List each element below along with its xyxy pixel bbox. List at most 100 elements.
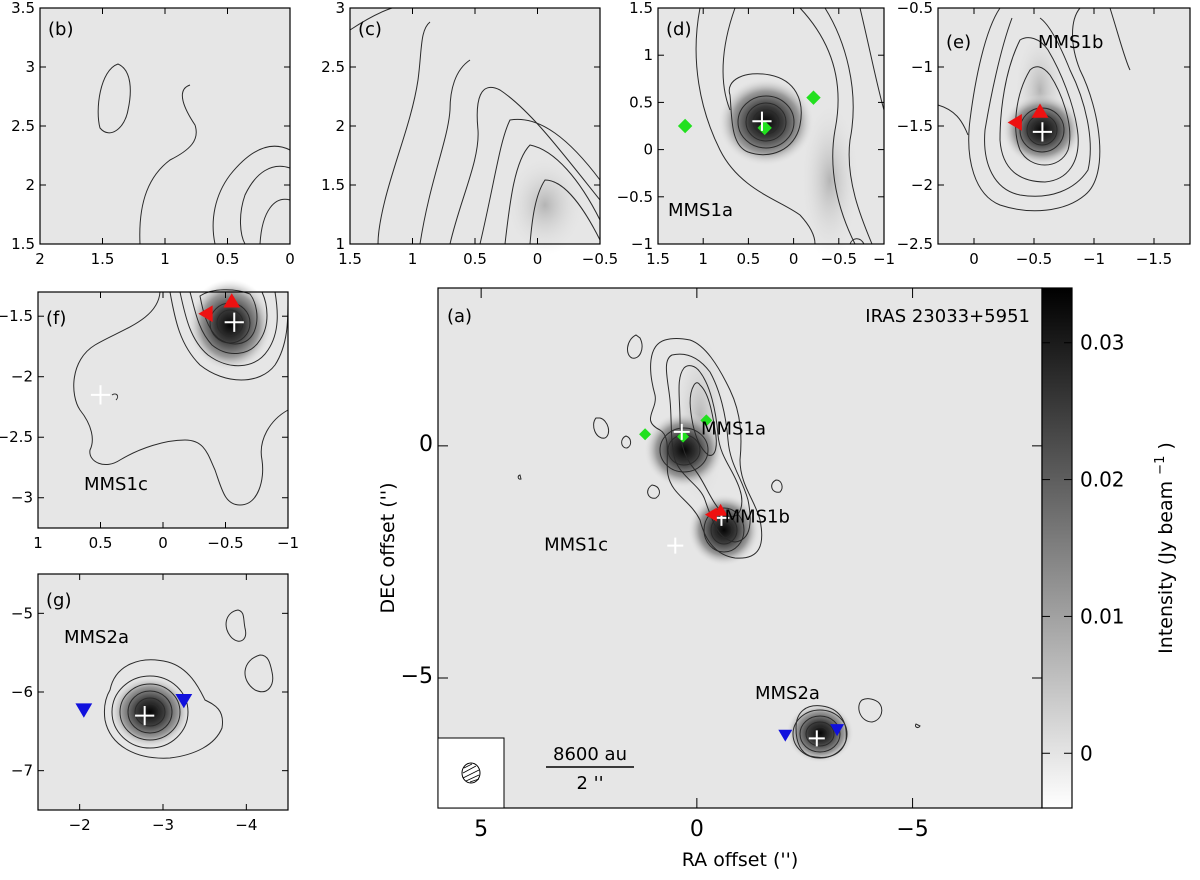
panel-e-source-label: MMS1b bbox=[1038, 32, 1103, 53]
panel-d-cross-0 bbox=[752, 111, 772, 131]
panel-c-ytick-label-0: 3 bbox=[335, 0, 345, 17]
colorbar-tick-label-3: 0 bbox=[1080, 741, 1093, 765]
panel-g-ytick-label-2: −7 bbox=[11, 762, 33, 780]
panel-a-cross-0 bbox=[673, 423, 690, 440]
panel-a-label-mms1c: MMS1c bbox=[544, 534, 608, 555]
panel-e-tag: (e) bbox=[946, 32, 971, 53]
panel-a-ytick-label-1: −5 bbox=[401, 664, 433, 689]
panel-e-triangle-1 bbox=[1031, 103, 1049, 118]
panel-c-contours bbox=[349, 7, 601, 245]
panel-c-tag: (c) bbox=[358, 19, 382, 40]
panel-d-ticks: 1.5 1 0.5 0 −0.5 −11.510.50−0.5−1 bbox=[617, 0, 896, 268]
panel-e-xtick-label-0: 0 bbox=[969, 250, 979, 268]
panel-a-xtick-label-0: 5 bbox=[474, 817, 488, 842]
panel-d-xtick-label-1: 1 bbox=[698, 250, 708, 268]
panel-a-markers bbox=[639, 414, 845, 747]
panel-d-diamond-2 bbox=[806, 90, 821, 105]
panel-g-triangle-1 bbox=[175, 693, 193, 709]
panel-g: −2 −3 −4 −5 −6 −7 (g) MMS2a bbox=[11, 573, 289, 834]
panel-f-triangle-0 bbox=[198, 305, 213, 323]
colorbar-title-exponent: −1 bbox=[1153, 456, 1168, 475]
panel-b-ytick-label-0: 3.5 bbox=[11, 0, 35, 17]
colorbar-title-text: Intensity (Jy beam bbox=[1155, 481, 1177, 654]
panel-d-ytick-label-1: 1 bbox=[643, 46, 653, 64]
panel-e-ytick-label-1: −1 bbox=[911, 58, 933, 76]
panel-c-ytick-label-1: 2.5 bbox=[321, 58, 345, 76]
panel-f-tag: (f) bbox=[46, 308, 66, 329]
panel-g-xtick-label-2: −4 bbox=[235, 816, 257, 834]
panel-a-source-labels: MMS1a MMS1b MMS1c MMS2a bbox=[544, 418, 820, 704]
panel-a-ytick-label-0: 0 bbox=[419, 432, 433, 457]
panel-e-ytick-label-4: −2.5 bbox=[897, 235, 933, 253]
panel-b: 2 1.5 1 0.5 03.532.521.5 (b) bbox=[11, 0, 295, 268]
panel-e-xtick-label-3: −1.5 bbox=[1136, 250, 1172, 268]
colorbar-tick-label-0: 0.03 bbox=[1080, 331, 1125, 355]
panel-c-ticks: 1.5 1 0.5 0 −0.532.521.51 bbox=[321, 0, 618, 268]
panel-c-xtick-label-4: −0.5 bbox=[582, 250, 618, 268]
panel-b-ytick-label-2: 2.5 bbox=[11, 117, 35, 135]
colorbar: 0.03 0.02 0.01 0 Intensity (Jy beam −1 ) bbox=[1041, 287, 1177, 809]
panel-a-label-mms1a: MMS1a bbox=[701, 418, 766, 439]
panel-d-tag: (d) bbox=[666, 19, 691, 40]
panel-b-xtick-label-4: 0 bbox=[285, 250, 295, 268]
panel-d-ytick-label-2: 0.5 bbox=[629, 93, 653, 111]
colorbar-tick-label-2: 0.01 bbox=[1080, 604, 1125, 628]
panel-e-xtick-label-2: −1 bbox=[1083, 250, 1105, 268]
panel-f-xtick-label-0: 1 bbox=[33, 534, 43, 552]
panel-e-markers bbox=[1007, 103, 1052, 142]
panel-g-contours bbox=[104, 609, 274, 759]
panel-g-markers bbox=[75, 693, 193, 726]
panel-f-xtick-label-3: −0.5 bbox=[207, 534, 243, 552]
panel-e-ytick-label-3: −2 bbox=[911, 176, 933, 194]
panel-f-ticks: 1 0.5 0 −0.5 −1 −1.5 −2 −2.5 −3 bbox=[0, 292, 299, 552]
panel-d-source-label: MMS1a bbox=[668, 200, 733, 221]
panel-e-ticks: 0 −0.5 −1 −1.5 −0.5 −1 −1.5 −2 −2.5 bbox=[897, 0, 1190, 268]
x-axis-title: RA offset ('') bbox=[682, 849, 799, 871]
panel-f-source-label: MMS1c bbox=[84, 474, 148, 495]
panel-f-xtick-label-4: −1 bbox=[277, 534, 299, 552]
panel-g-triangle-0 bbox=[75, 703, 93, 718]
panel-c-xtick-label-1: 1 bbox=[408, 250, 418, 268]
panel-d-xtick-label-3: 0 bbox=[789, 250, 799, 268]
panel-d-contours bbox=[695, 7, 885, 245]
panel-g-cross-0 bbox=[135, 706, 155, 726]
panel-g-xtick-label-0: −2 bbox=[69, 816, 91, 834]
panel-e-cross-0 bbox=[1032, 122, 1052, 142]
panel-b-xtick-label-0: 2 bbox=[35, 250, 45, 268]
panel-b-map bbox=[40, 8, 290, 244]
panel-b-tag: (b) bbox=[48, 19, 73, 40]
panel-g-tag: (g) bbox=[46, 590, 71, 611]
panel-b-ytick-label-4: 1.5 bbox=[11, 235, 35, 253]
panel-a-label-mms2a: MMS2a bbox=[755, 683, 820, 704]
panel-g-ticks: −2 −3 −4 −5 −6 −7 bbox=[11, 574, 288, 834]
panel-f-ytick-label-1: −2 bbox=[11, 368, 33, 386]
panel-d-markers bbox=[677, 90, 821, 136]
colorbar-title: Intensity (Jy beam −1 ) bbox=[1147, 442, 1177, 654]
panel-d-ytick-label-0: 1.5 bbox=[629, 0, 653, 17]
beam-ellipse-icon bbox=[461, 762, 481, 784]
panel-a-diamond-0 bbox=[639, 428, 652, 441]
panel-e-xtick-label-1: −0.5 bbox=[1016, 250, 1052, 268]
panel-a-triangle-0 bbox=[704, 507, 717, 522]
panel-d-xtick-label-4: −0.5 bbox=[821, 250, 857, 268]
panel-c-ytick-label-2: 2 bbox=[335, 117, 345, 135]
panel-c-xtick-label-2: 0.5 bbox=[463, 250, 487, 268]
panel-a-cross-2 bbox=[667, 537, 684, 554]
panel-a-label-mms1b: MMS1b bbox=[725, 506, 790, 527]
panel-a-title: IRAS 23033+5951 bbox=[865, 306, 1030, 327]
panel-b-xtick-label-1: 1.5 bbox=[91, 250, 115, 268]
panel-b-ticks: 2 1.5 1 0.5 03.532.521.5 bbox=[11, 0, 295, 268]
panel-e-triangle-0 bbox=[1007, 114, 1022, 131]
panel-g-ytick-label-1: −6 bbox=[11, 683, 33, 701]
panel-d-ytick-label-4: −0.5 bbox=[617, 188, 653, 206]
panel-f-triangle-1 bbox=[223, 293, 241, 308]
panel-a-triangle-3 bbox=[830, 724, 845, 737]
panel-a: 5 0 −5 0 −5 MMS1a MMS1b MMS1c MMS2a (a) IRAS 23… bbox=[377, 287, 1043, 871]
panel-d-ytick-label-3: 0 bbox=[643, 141, 653, 159]
panel-g-xtick-label-1: −3 bbox=[152, 816, 174, 834]
panel-a-triangle-2 bbox=[778, 729, 793, 742]
panel-c-xtick-label-3: 0 bbox=[533, 250, 543, 268]
panel-a-tag: (a) bbox=[447, 306, 472, 327]
panel-f-cross-1 bbox=[90, 385, 111, 405]
